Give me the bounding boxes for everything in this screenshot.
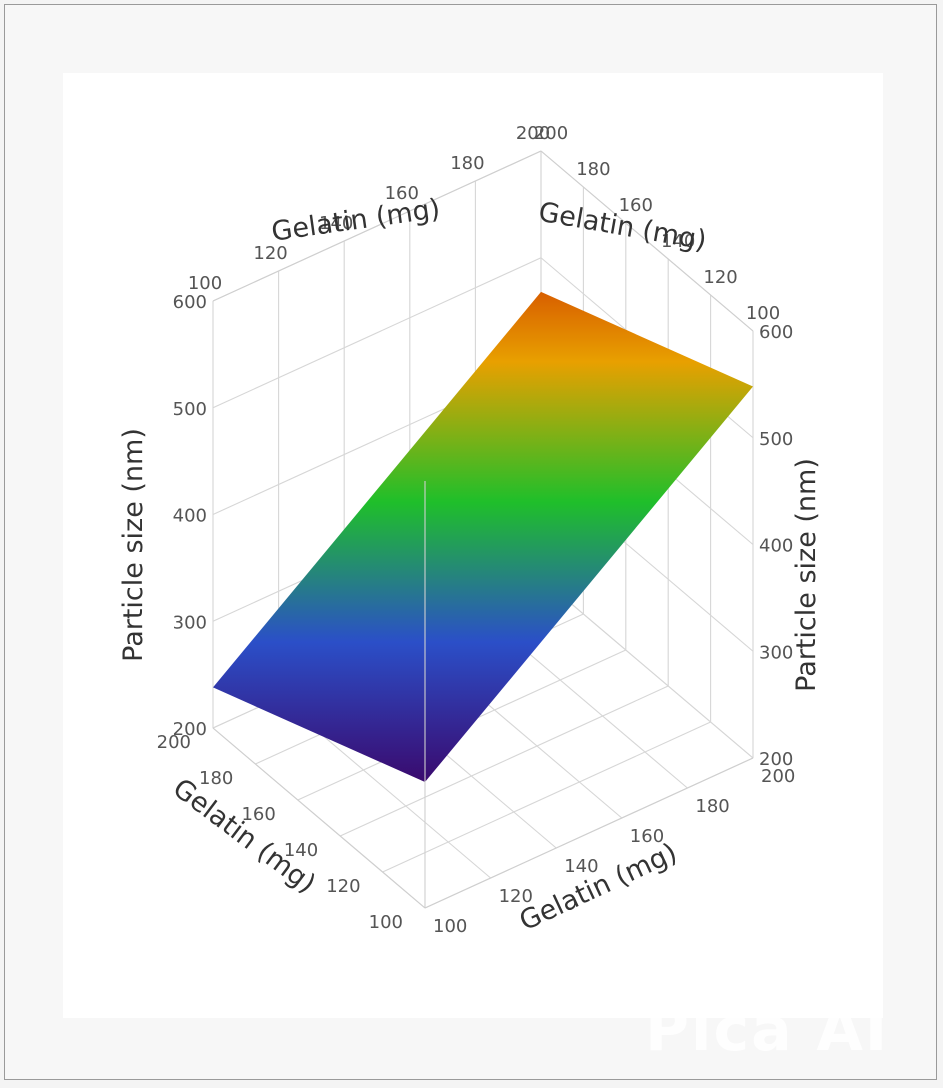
axis-title-x-front: Gelatin (mg): [167, 773, 321, 900]
tick-label-x-top: 200: [534, 123, 568, 144]
top-edge-right: [212, 150, 542, 302]
surface-chart: 100 120 140 160 180 200 100 120 140 160 180 200 100 1…: [118, 123, 822, 937]
floor-gridline-x: [339, 685, 669, 837]
axis-title-x-top: Gelatin (mg): [270, 193, 443, 247]
tick-label-y-top: 180: [450, 153, 484, 174]
tick-label-z-right: 500: [759, 429, 793, 450]
surface-layer: [213, 291, 753, 783]
tick-label-y-front: 200: [761, 766, 795, 787]
response-surface: [213, 291, 753, 783]
tick-label-z-left: 300: [173, 612, 207, 633]
tick-label-z-left: 200: [173, 719, 207, 740]
tick-label-y-top: 200: [516, 123, 550, 144]
tick-label-z-left: 600: [173, 292, 207, 313]
axis-title-z-left: Particle size (nm): [118, 428, 149, 662]
tick-label-x-top: 160: [619, 195, 653, 216]
tick-label-x-top: 180: [576, 159, 610, 180]
watermark: Pica AI: [645, 995, 890, 1065]
tick-label-y-front: 140: [564, 856, 598, 877]
front-edge-layer: [212, 481, 754, 909]
tick-label-y-top: 100: [188, 273, 222, 294]
tick-label-z-left: 400: [173, 506, 207, 527]
tick-label-x-front: 160: [241, 804, 275, 825]
tick-label-y-front: 180: [695, 796, 729, 817]
tick-label-y-top: 120: [253, 243, 287, 264]
front-floor-edge-left: [212, 727, 426, 909]
axis-title-y-front: Gelatin (mg): [515, 837, 682, 937]
tick-label-y-front: 100: [433, 916, 467, 937]
tick-labels: 100 120 140 160 180 200 100 120 140 160 180 200 100 1…: [157, 123, 796, 937]
tick-label-y-top: 140: [319, 213, 353, 234]
figure-frame: 100 120 140 160 180 200 100 120 140 160 180 200 100 1…: [4, 4, 937, 1080]
tick-label-z-left: 500: [173, 399, 207, 420]
tick-label-x-front: 180: [199, 768, 233, 789]
tick-label-x-front: 140: [284, 840, 318, 861]
front-floor-edge-right: [424, 757, 754, 909]
floor-gridline-x: [382, 721, 711, 873]
left-wall-gridline-horizontal: [540, 577, 754, 759]
tick-label-x-top: 100: [746, 303, 780, 324]
tick-label-y-front: 120: [499, 886, 533, 907]
tick-label-x-front: 200: [157, 732, 191, 753]
tick-label-y-front: 160: [630, 826, 664, 847]
tick-label-x-front: 120: [326, 876, 360, 897]
tick-label-z-right: 300: [759, 642, 793, 663]
tick-label-x-front: 100: [369, 912, 403, 933]
tick-label-x-top: 120: [703, 267, 737, 288]
tick-label-z-right: 200: [759, 749, 793, 770]
tick-label-y-top: 160: [385, 183, 419, 204]
tick-label-z-right: 400: [759, 536, 793, 557]
tick-label-x-top: 140: [661, 231, 695, 252]
axis-title-z-right: Particle size (nm): [791, 458, 822, 692]
top-edge-left: [540, 150, 754, 332]
right-wall-gridline-horizontal: [212, 257, 542, 409]
tick-label-z-right: 600: [759, 322, 793, 343]
